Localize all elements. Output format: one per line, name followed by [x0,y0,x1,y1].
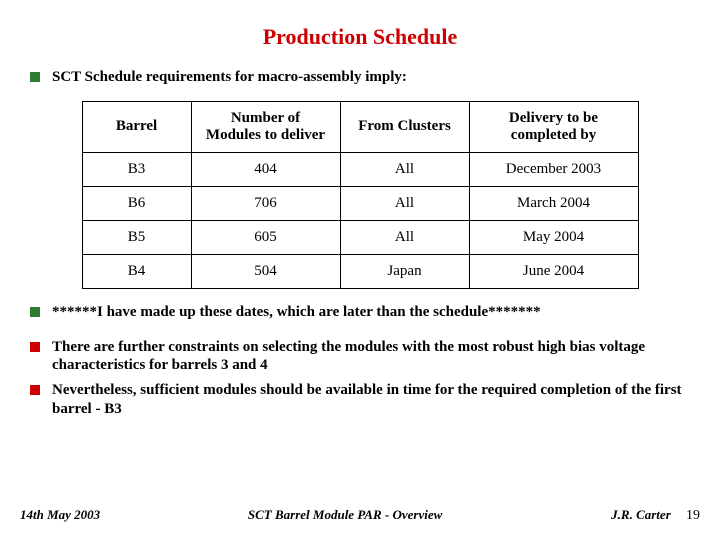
footer-title: SCT Barrel Module PAR - Overview [100,507,590,523]
bullet-item: SCT Schedule requirements for macro-asse… [30,68,690,87]
bullet-square-icon [30,342,40,352]
cell: B4 [82,254,191,288]
table-row: B5 605 All May 2004 [82,220,638,254]
table-row: B4 504 Japan June 2004 [82,254,638,288]
cell: All [340,152,469,186]
cell: June 2004 [469,254,638,288]
cell: May 2004 [469,220,638,254]
cell: December 2003 [469,152,638,186]
bullet-text: ******I have made up these dates, which … [52,303,541,322]
col-header: From Clusters [340,101,469,152]
cell: 706 [191,186,340,220]
footer-date: 14th May 2003 [20,507,100,523]
page-number: 19 [686,508,700,523]
cell: 404 [191,152,340,186]
cell: B6 [82,186,191,220]
bullet-item: Nevertheless, sufficient modules should … [30,381,690,419]
slide: Production Schedule SCT Schedule require… [0,0,720,540]
bullet-text: There are further constraints on selecti… [52,338,690,376]
bullet-square-icon [30,385,40,395]
cell: March 2004 [469,186,638,220]
col-header: Barrel [82,101,191,152]
cell: B3 [82,152,191,186]
bullet-square-icon [30,72,40,82]
cell: All [340,220,469,254]
cell: All [340,186,469,220]
table-header-row: Barrel Number of Modules to deliver From… [82,101,638,152]
cell: Japan [340,254,469,288]
bullet-text: SCT Schedule requirements for macro-asse… [52,68,407,87]
cell: 504 [191,254,340,288]
schedule-table: Barrel Number of Modules to deliver From… [82,101,639,289]
cell: B5 [82,220,191,254]
col-header: Delivery to be completed by [469,101,638,152]
spacer [30,328,690,338]
bullet-item: There are further constraints on selecti… [30,338,690,376]
table-container: Barrel Number of Modules to deliver From… [30,101,690,289]
cell: 605 [191,220,340,254]
footer-author: J.R. Carter [611,507,671,522]
table-row: B6 706 All March 2004 [82,186,638,220]
slide-body: SCT Schedule requirements for macro-asse… [0,50,720,419]
slide-title: Production Schedule [0,0,720,50]
col-header: Number of Modules to deliver [191,101,340,152]
bullet-text: Nevertheless, sufficient modules should … [52,381,690,419]
footer-right: J.R. Carter 19 [590,507,700,524]
table-row: B3 404 All December 2003 [82,152,638,186]
bullet-item: ******I have made up these dates, which … [30,303,690,322]
slide-footer: 14th May 2003 SCT Barrel Module PAR - Ov… [0,507,720,524]
bullet-square-icon [30,307,40,317]
